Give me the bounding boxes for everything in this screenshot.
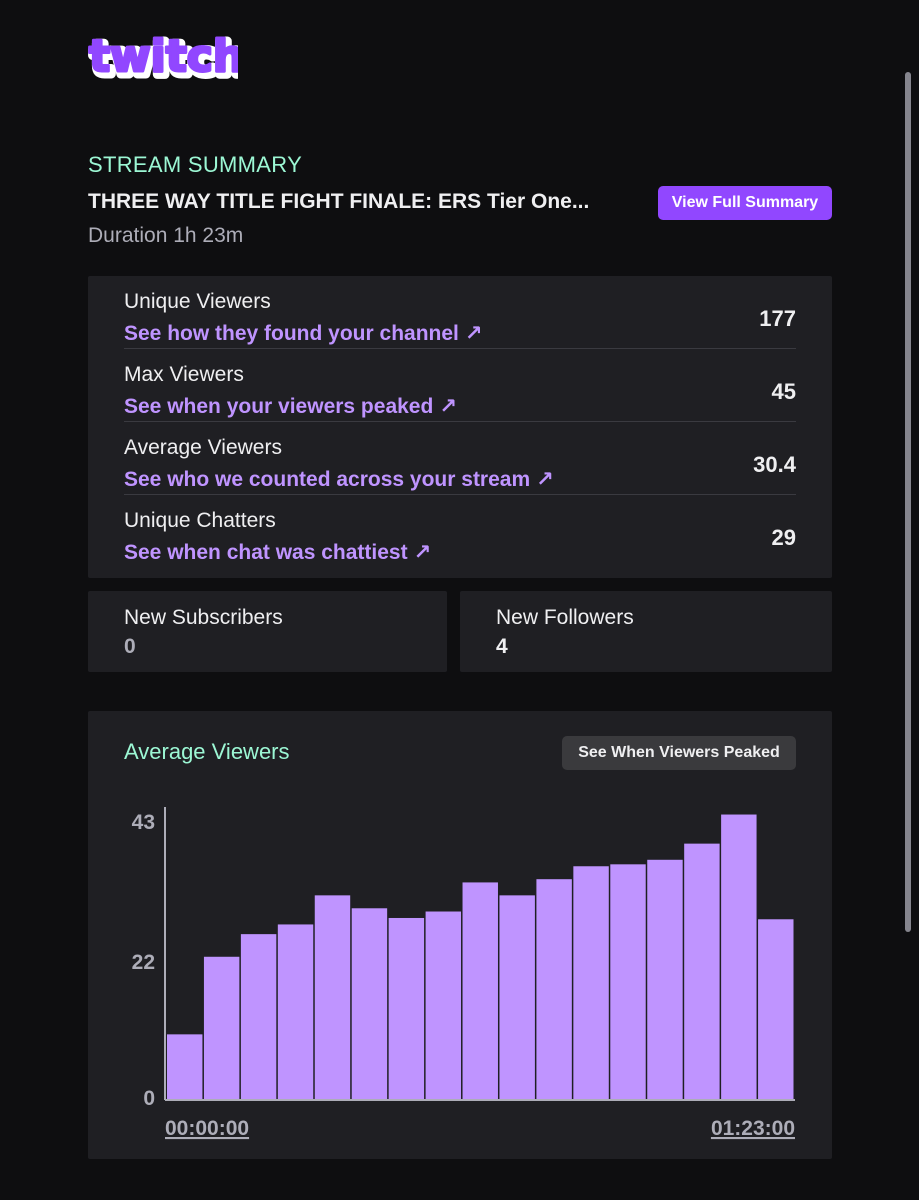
chart-bar xyxy=(240,934,277,1099)
chart-bar xyxy=(277,924,314,1099)
chart-bars xyxy=(167,814,794,1099)
chart-bar xyxy=(314,895,351,1099)
stream-summary-label: STREAM SUMMARY xyxy=(88,152,303,177)
x-start-label: 00:00:00 xyxy=(165,1117,249,1140)
chart-bar xyxy=(573,866,609,1099)
new-subscribers-card: New Subscribers 0 xyxy=(88,591,447,672)
new-subscribers-label: New Subscribers xyxy=(124,606,283,629)
y-tick-label-mid: 22 xyxy=(132,951,155,974)
chart-bar xyxy=(721,814,757,1099)
stat-value: 177 xyxy=(759,306,796,331)
unique-viewers-link[interactable]: See how they found your channel ↗ xyxy=(124,322,483,345)
chart-bar xyxy=(388,917,425,1099)
new-subscribers-value: 0 xyxy=(124,635,136,658)
chart-bar xyxy=(684,843,720,1099)
new-followers-label: New Followers xyxy=(496,606,634,629)
chart-bar xyxy=(462,882,498,1099)
stat-row-average-viewers: Average Viewers See who we counted acros… xyxy=(124,422,796,495)
chart-title: Average Viewers xyxy=(124,739,290,764)
svg-text:twitch: twitch xyxy=(89,31,238,82)
view-full-summary-button[interactable]: View Full Summary xyxy=(658,186,832,220)
chart-bar xyxy=(610,864,646,1099)
chart-bar xyxy=(203,956,240,1099)
chart-bar xyxy=(758,919,794,1099)
stat-label: Max Viewers xyxy=(124,363,244,386)
y-tick-label-max: 43 xyxy=(132,811,155,834)
stat-row-max-viewers: Max Viewers See when your viewers peaked… xyxy=(124,349,796,422)
new-followers-value: 4 xyxy=(496,635,508,658)
stat-label: Unique Viewers xyxy=(124,290,271,313)
max-viewers-link[interactable]: See when your viewers peaked ↗ xyxy=(124,395,457,418)
unique-chatters-link[interactable]: See when chat was chattiest ↗ xyxy=(124,541,432,564)
average-viewers-bar-chart: 43 22 0 00:00:00 01:23:00 xyxy=(132,807,795,1140)
x-end-label: 01:23:00 xyxy=(711,1117,795,1140)
y-tick-label-zero: 0 xyxy=(143,1087,155,1110)
arrow-up-right-icon: ↗ xyxy=(439,395,457,418)
arrow-up-right-icon: ↗ xyxy=(413,541,432,564)
stat-value: 29 xyxy=(771,525,796,550)
chart-bar xyxy=(425,911,462,1099)
arrow-up-right-icon: ↗ xyxy=(536,468,554,491)
chart-bar xyxy=(167,1034,203,1099)
twitch-logo[interactable]: twitch twitch xyxy=(86,30,239,86)
see-when-viewers-peaked-button[interactable]: See When Viewers Peaked xyxy=(562,736,796,770)
stream-title: THREE WAY TITLE FIGHT FINALE: ERS Tier O… xyxy=(88,190,590,213)
stats-card: Unique Viewers See how they found your c… xyxy=(88,276,832,578)
stream-duration: Duration 1h 23m xyxy=(88,224,244,247)
average-viewers-chart-card: Average Viewers See When Viewers Peaked … xyxy=(88,711,832,1159)
stat-label: Average Viewers xyxy=(124,436,282,459)
average-viewers-link[interactable]: See who we counted across your stream ↗ xyxy=(124,468,554,491)
stat-row-unique-chatters: Unique Chatters See when chat was chatti… xyxy=(124,495,796,567)
stat-value: 45 xyxy=(771,379,796,404)
new-followers-card: New Followers 4 xyxy=(460,591,832,672)
stat-label: Unique Chatters xyxy=(124,509,276,532)
chart-bar xyxy=(647,859,683,1099)
scrollbar[interactable] xyxy=(905,72,911,932)
stat-row-unique-viewers: Unique Viewers See how they found your c… xyxy=(124,276,796,349)
chart-bar xyxy=(536,879,572,1099)
stat-value: 30.4 xyxy=(753,452,796,477)
chart-bar xyxy=(351,908,388,1099)
chart-bar xyxy=(499,895,535,1099)
svg-text:twitch: twitch xyxy=(92,34,238,85)
arrow-up-right-icon: ↗ xyxy=(464,322,483,345)
